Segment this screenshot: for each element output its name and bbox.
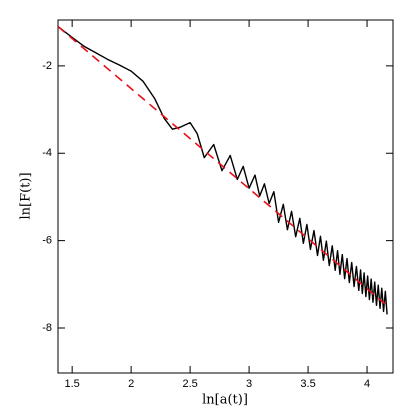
dashed-line xyxy=(58,25,388,307)
x-tick-label: 4 xyxy=(364,378,370,390)
x-axis-label: ln[a(t)] xyxy=(202,393,248,408)
y-tick-label: -2 xyxy=(42,60,52,72)
y-tick-label: -4 xyxy=(42,147,52,159)
x-tick-label: 2.5 xyxy=(182,378,197,390)
plot-frame xyxy=(57,19,394,374)
y-tick-label: -6 xyxy=(42,235,52,247)
data-line xyxy=(58,25,388,315)
x-tick-label: 3 xyxy=(246,378,252,390)
x-tick-label: 1.5 xyxy=(65,378,80,390)
x-tick-label: 2 xyxy=(128,378,134,390)
y-axis-label: ln[F(t)] xyxy=(19,172,34,219)
x-tick-label: 3.5 xyxy=(300,378,315,390)
y-tick-label: -8 xyxy=(42,322,52,334)
